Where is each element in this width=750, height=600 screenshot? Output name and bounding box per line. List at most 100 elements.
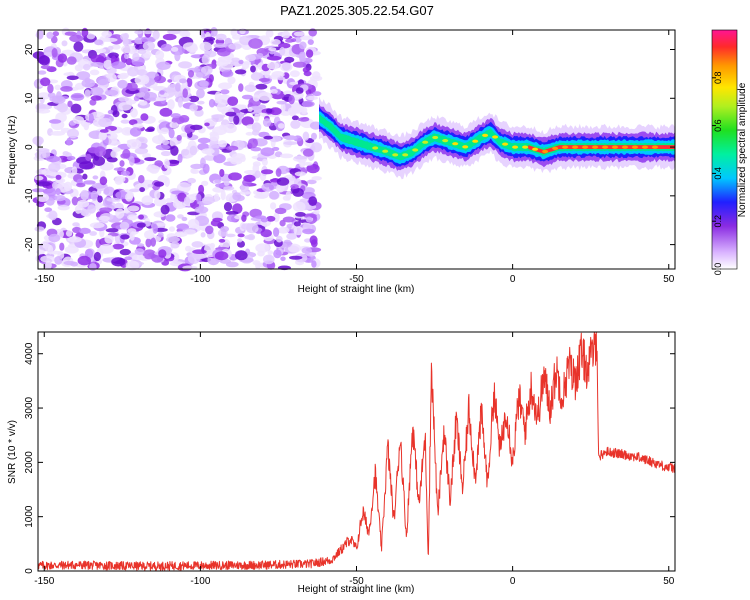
noise-blob (220, 89, 230, 95)
noise-blob (83, 180, 96, 185)
noise-blob (190, 124, 203, 131)
noise-blob (281, 30, 291, 39)
noise-blob (64, 245, 79, 254)
noise-blob (277, 76, 286, 81)
noise-blob (179, 78, 187, 84)
noise-blob (214, 179, 222, 184)
noise-blob (175, 82, 181, 92)
noise-blob (94, 146, 107, 157)
noise-blob (280, 102, 286, 113)
x-tick-label: 0 (510, 274, 516, 285)
trace-peak (422, 140, 429, 144)
trace-peak (612, 145, 618, 149)
noise-blob (147, 183, 154, 188)
noise-blob (142, 153, 152, 159)
noise-blob (213, 154, 226, 164)
noise-blob (89, 263, 97, 271)
noise-blob (294, 36, 302, 43)
noise-blob (291, 115, 299, 121)
noise-blob (266, 55, 282, 61)
noise-blob (117, 79, 128, 89)
noise-blob (154, 190, 161, 200)
noise-blob (201, 196, 215, 205)
noise-blob (204, 36, 216, 42)
y-tick-label: 20 (24, 44, 35, 56)
noise-blob (112, 110, 120, 118)
trace-peak (522, 145, 529, 149)
noise-blob (119, 248, 131, 256)
noise-blob (51, 35, 58, 44)
noise-blob (284, 56, 295, 63)
noise-blob (201, 180, 209, 186)
noise-blob (237, 233, 245, 238)
noise-blob (141, 36, 156, 43)
noise-blob (294, 171, 307, 177)
noise-blob (89, 231, 97, 236)
noise-blob (257, 112, 268, 117)
noise-blob (189, 145, 198, 156)
noise-blob (32, 188, 46, 193)
y-tick-label: 1000 (24, 505, 35, 528)
noise-blob (313, 209, 320, 215)
noise-blob (34, 175, 44, 181)
colorbar-tick-label: 0.6 (713, 119, 723, 132)
noise-blob (305, 216, 313, 223)
noise-blob (77, 199, 90, 208)
noise-blob (282, 239, 292, 248)
noise-blob (69, 34, 84, 43)
noise-blob (110, 150, 118, 158)
noise-blob (208, 74, 214, 83)
noise-blob (220, 226, 230, 232)
noise-blob (140, 113, 149, 121)
noise-blob (146, 165, 160, 173)
noise-blob (156, 61, 171, 70)
x-tick-label: -50 (349, 576, 364, 587)
noise-blob (221, 70, 234, 78)
noise-blob (160, 43, 173, 52)
noise-blob (225, 111, 237, 117)
noise-blob (276, 100, 287, 105)
y-tick-label: -10 (24, 188, 35, 203)
noise-blob (140, 74, 150, 85)
trace-peak (372, 146, 379, 150)
noise-blob (174, 231, 188, 238)
noise-blob (83, 63, 91, 71)
noise-blob (183, 196, 191, 205)
noise-blob (127, 205, 140, 212)
noise-blob (292, 61, 307, 68)
noise-blob (205, 225, 214, 235)
noise-blob (288, 95, 295, 105)
noise-blob (243, 174, 256, 182)
noise-blob (218, 238, 226, 243)
noise-blob (186, 77, 193, 88)
noise-blob (301, 247, 313, 254)
noise-blob (74, 205, 82, 214)
noise-blob (118, 96, 129, 102)
noise-blob (40, 77, 51, 87)
noise-blob (160, 127, 169, 135)
noise-blob (138, 214, 145, 220)
noise-blob (127, 66, 139, 77)
noise-blob (256, 53, 264, 58)
noise-blob (247, 233, 256, 241)
noise-blob (101, 30, 112, 38)
noise-blob (199, 80, 209, 87)
noise-blob (127, 228, 137, 234)
noise-blob (159, 90, 165, 95)
noise-blob (195, 71, 205, 78)
noise-blob (72, 226, 82, 234)
noise-blob (299, 159, 306, 168)
trace-peak (602, 145, 609, 149)
trace-peak (382, 149, 389, 153)
noise-blob (298, 51, 306, 61)
noise-blob (276, 177, 290, 186)
noise-blob (274, 207, 287, 215)
noise-blob (219, 169, 225, 177)
noise-blob (63, 181, 73, 192)
noise-blob (38, 55, 50, 66)
noise-blob (164, 177, 170, 187)
noise-blob (137, 48, 147, 55)
x-tick-label: -50 (349, 274, 364, 285)
x-tick-label: -100 (190, 576, 210, 587)
noise-blob (214, 251, 229, 261)
